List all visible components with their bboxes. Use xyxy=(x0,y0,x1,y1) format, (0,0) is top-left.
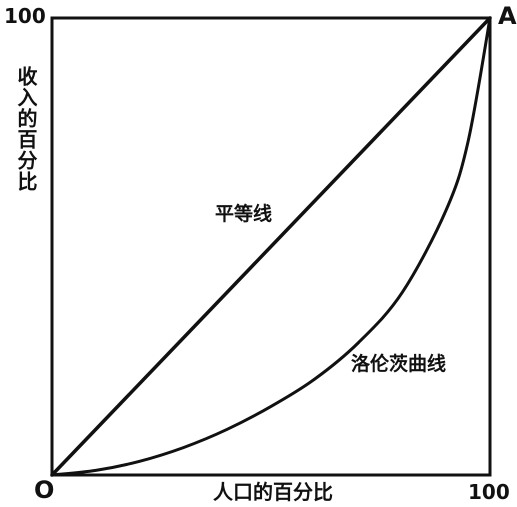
x-tick-100: 100 xyxy=(468,480,510,504)
series-layer xyxy=(50,16,492,477)
plot-frame xyxy=(50,16,492,477)
x-axis-label: 人口的百分比 xyxy=(213,480,333,504)
equality-line xyxy=(50,16,492,477)
point-a-label: A xyxy=(498,2,517,30)
origin-label: O xyxy=(34,476,55,504)
y-tick-100: 100 xyxy=(4,4,46,28)
y-axis-label: 收入的百分比 xyxy=(14,66,38,192)
lorenz-curve-label: 洛伦茨曲线 xyxy=(351,353,447,375)
equality-line-label: 平等线 xyxy=(215,203,273,225)
lorenz-curve xyxy=(50,16,492,477)
